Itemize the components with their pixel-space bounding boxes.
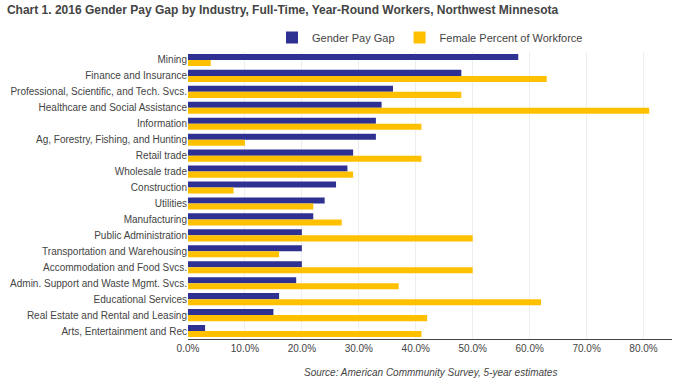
svg-text:Female Percent of Workforce: Female Percent of Workforce (440, 32, 583, 44)
svg-text:Source: American Commmunity Su: Source: American Commmunity Survey, 5-ye… (304, 367, 557, 378)
svg-text:10.0%: 10.0% (231, 343, 259, 354)
svg-text:60.0%: 60.0% (515, 343, 543, 354)
svg-text:Construction: Construction (131, 182, 187, 193)
svg-text:20.0%: 20.0% (288, 343, 316, 354)
svg-text:Real Estate and Rental and Lea: Real Estate and Rental and Leasing (27, 310, 187, 321)
svg-text:Educational Services: Educational Services (94, 294, 187, 305)
svg-text:80.0%: 80.0% (629, 343, 657, 354)
svg-text:Admin. Support and Waste Mgmt.: Admin. Support and Waste Mgmt. Svcs. (10, 278, 187, 289)
svg-text:50.0%: 50.0% (459, 343, 487, 354)
svg-text:Chart 1. 2016 Gender Pay Gap b: Chart 1. 2016 Gender Pay Gap by Industry… (7, 3, 559, 17)
svg-text:Information: Information (137, 118, 187, 129)
svg-text:Mining: Mining (158, 54, 187, 65)
svg-text:Retail trade: Retail trade (136, 150, 188, 161)
svg-text:Public Administration: Public Administration (94, 230, 187, 241)
svg-text:Arts, Entertainment and Rec: Arts, Entertainment and Rec (61, 326, 187, 337)
svg-text:Accommodation and Food Svcs.: Accommodation and Food Svcs. (43, 262, 187, 273)
svg-text:70.0%: 70.0% (572, 343, 600, 354)
svg-text:Transportation and Warehousing: Transportation and Warehousing (42, 246, 187, 257)
svg-text:40.0%: 40.0% (402, 343, 430, 354)
svg-text:Finance and Insurance: Finance and Insurance (85, 70, 187, 81)
svg-text:Ag, Forestry, Fishing, and Hun: Ag, Forestry, Fishing, and Hunting (36, 134, 187, 145)
svg-text:Professional, Scientific, and: Professional, Scientific, and Tech. Svcs… (10, 86, 187, 97)
svg-text:Gender Pay Gap: Gender Pay Gap (312, 32, 395, 44)
svg-text:0.0%: 0.0% (177, 343, 200, 354)
svg-text:Utilities: Utilities (155, 198, 187, 209)
svg-text:30.0%: 30.0% (345, 343, 373, 354)
svg-text:Wholesale trade: Wholesale trade (115, 166, 188, 177)
svg-text:Healthcare and Social Assistan: Healthcare and Social Assistance (39, 102, 188, 113)
svg-text:Manufacturing: Manufacturing (124, 214, 187, 225)
